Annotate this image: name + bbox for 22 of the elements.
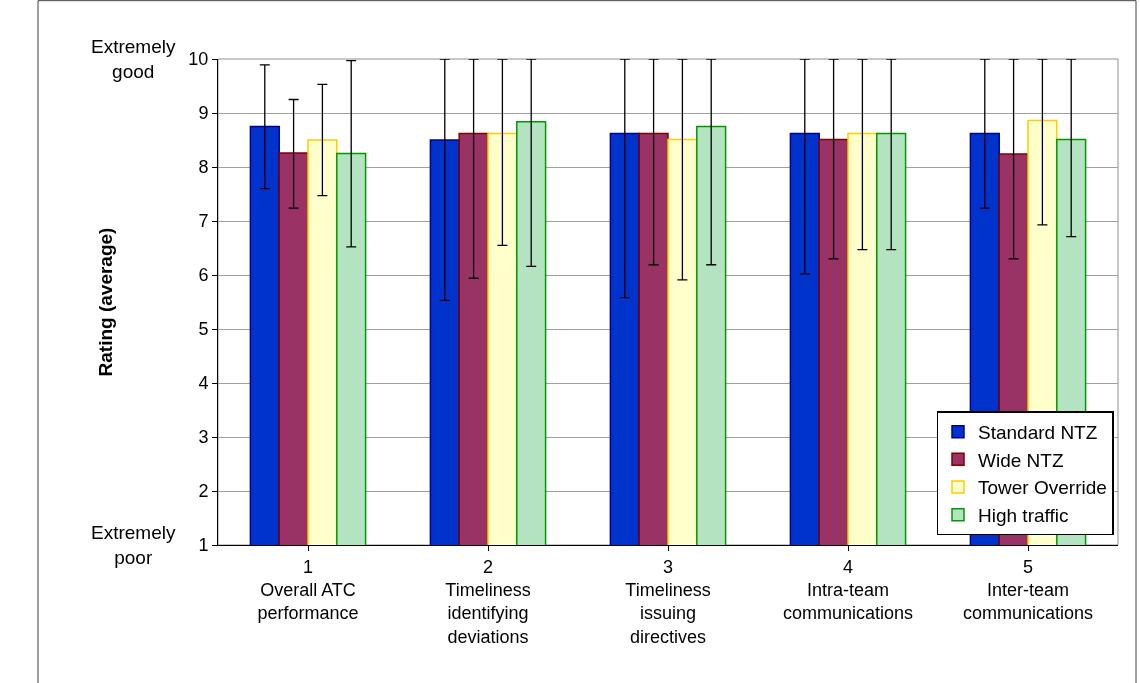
y-tick-label: 10 — [188, 49, 209, 70]
y-tick-label: 1 — [198, 535, 209, 556]
x-tick-label: 4 Intra-team communications — [782, 556, 914, 624]
legend-label: Wide NTZ — [978, 449, 1064, 471]
text: Extremely good — [91, 36, 176, 82]
legend-label: Tower Override — [978, 477, 1107, 499]
y-tick-label: 6 — [198, 265, 209, 286]
y-tick-label: 2 — [198, 481, 209, 502]
x-tick-label: 1 Overall ATC performance — [257, 556, 359, 624]
x-tick-label: 2 Timeliness identifying deviations — [445, 556, 531, 647]
x-tick-label: 5 Inter-team communications — [962, 556, 1094, 624]
y-tick-label: 9 — [198, 103, 209, 124]
legend-label: Standard NTZ — [978, 422, 1098, 444]
y-tick-label: 7 — [198, 211, 209, 232]
y-tick-label: 5 — [198, 319, 209, 340]
y-tick-label: 3 — [198, 427, 209, 448]
legend-label: High traffic — [978, 505, 1069, 527]
y-tick-label: 8 — [198, 157, 209, 178]
y-axis-title: Rating (average) — [95, 227, 117, 377]
x-tick-label: 3 Timeliness issuing directives — [625, 556, 711, 647]
text: Extremely poor — [91, 522, 176, 568]
y-tick-label: 4 — [198, 373, 209, 394]
